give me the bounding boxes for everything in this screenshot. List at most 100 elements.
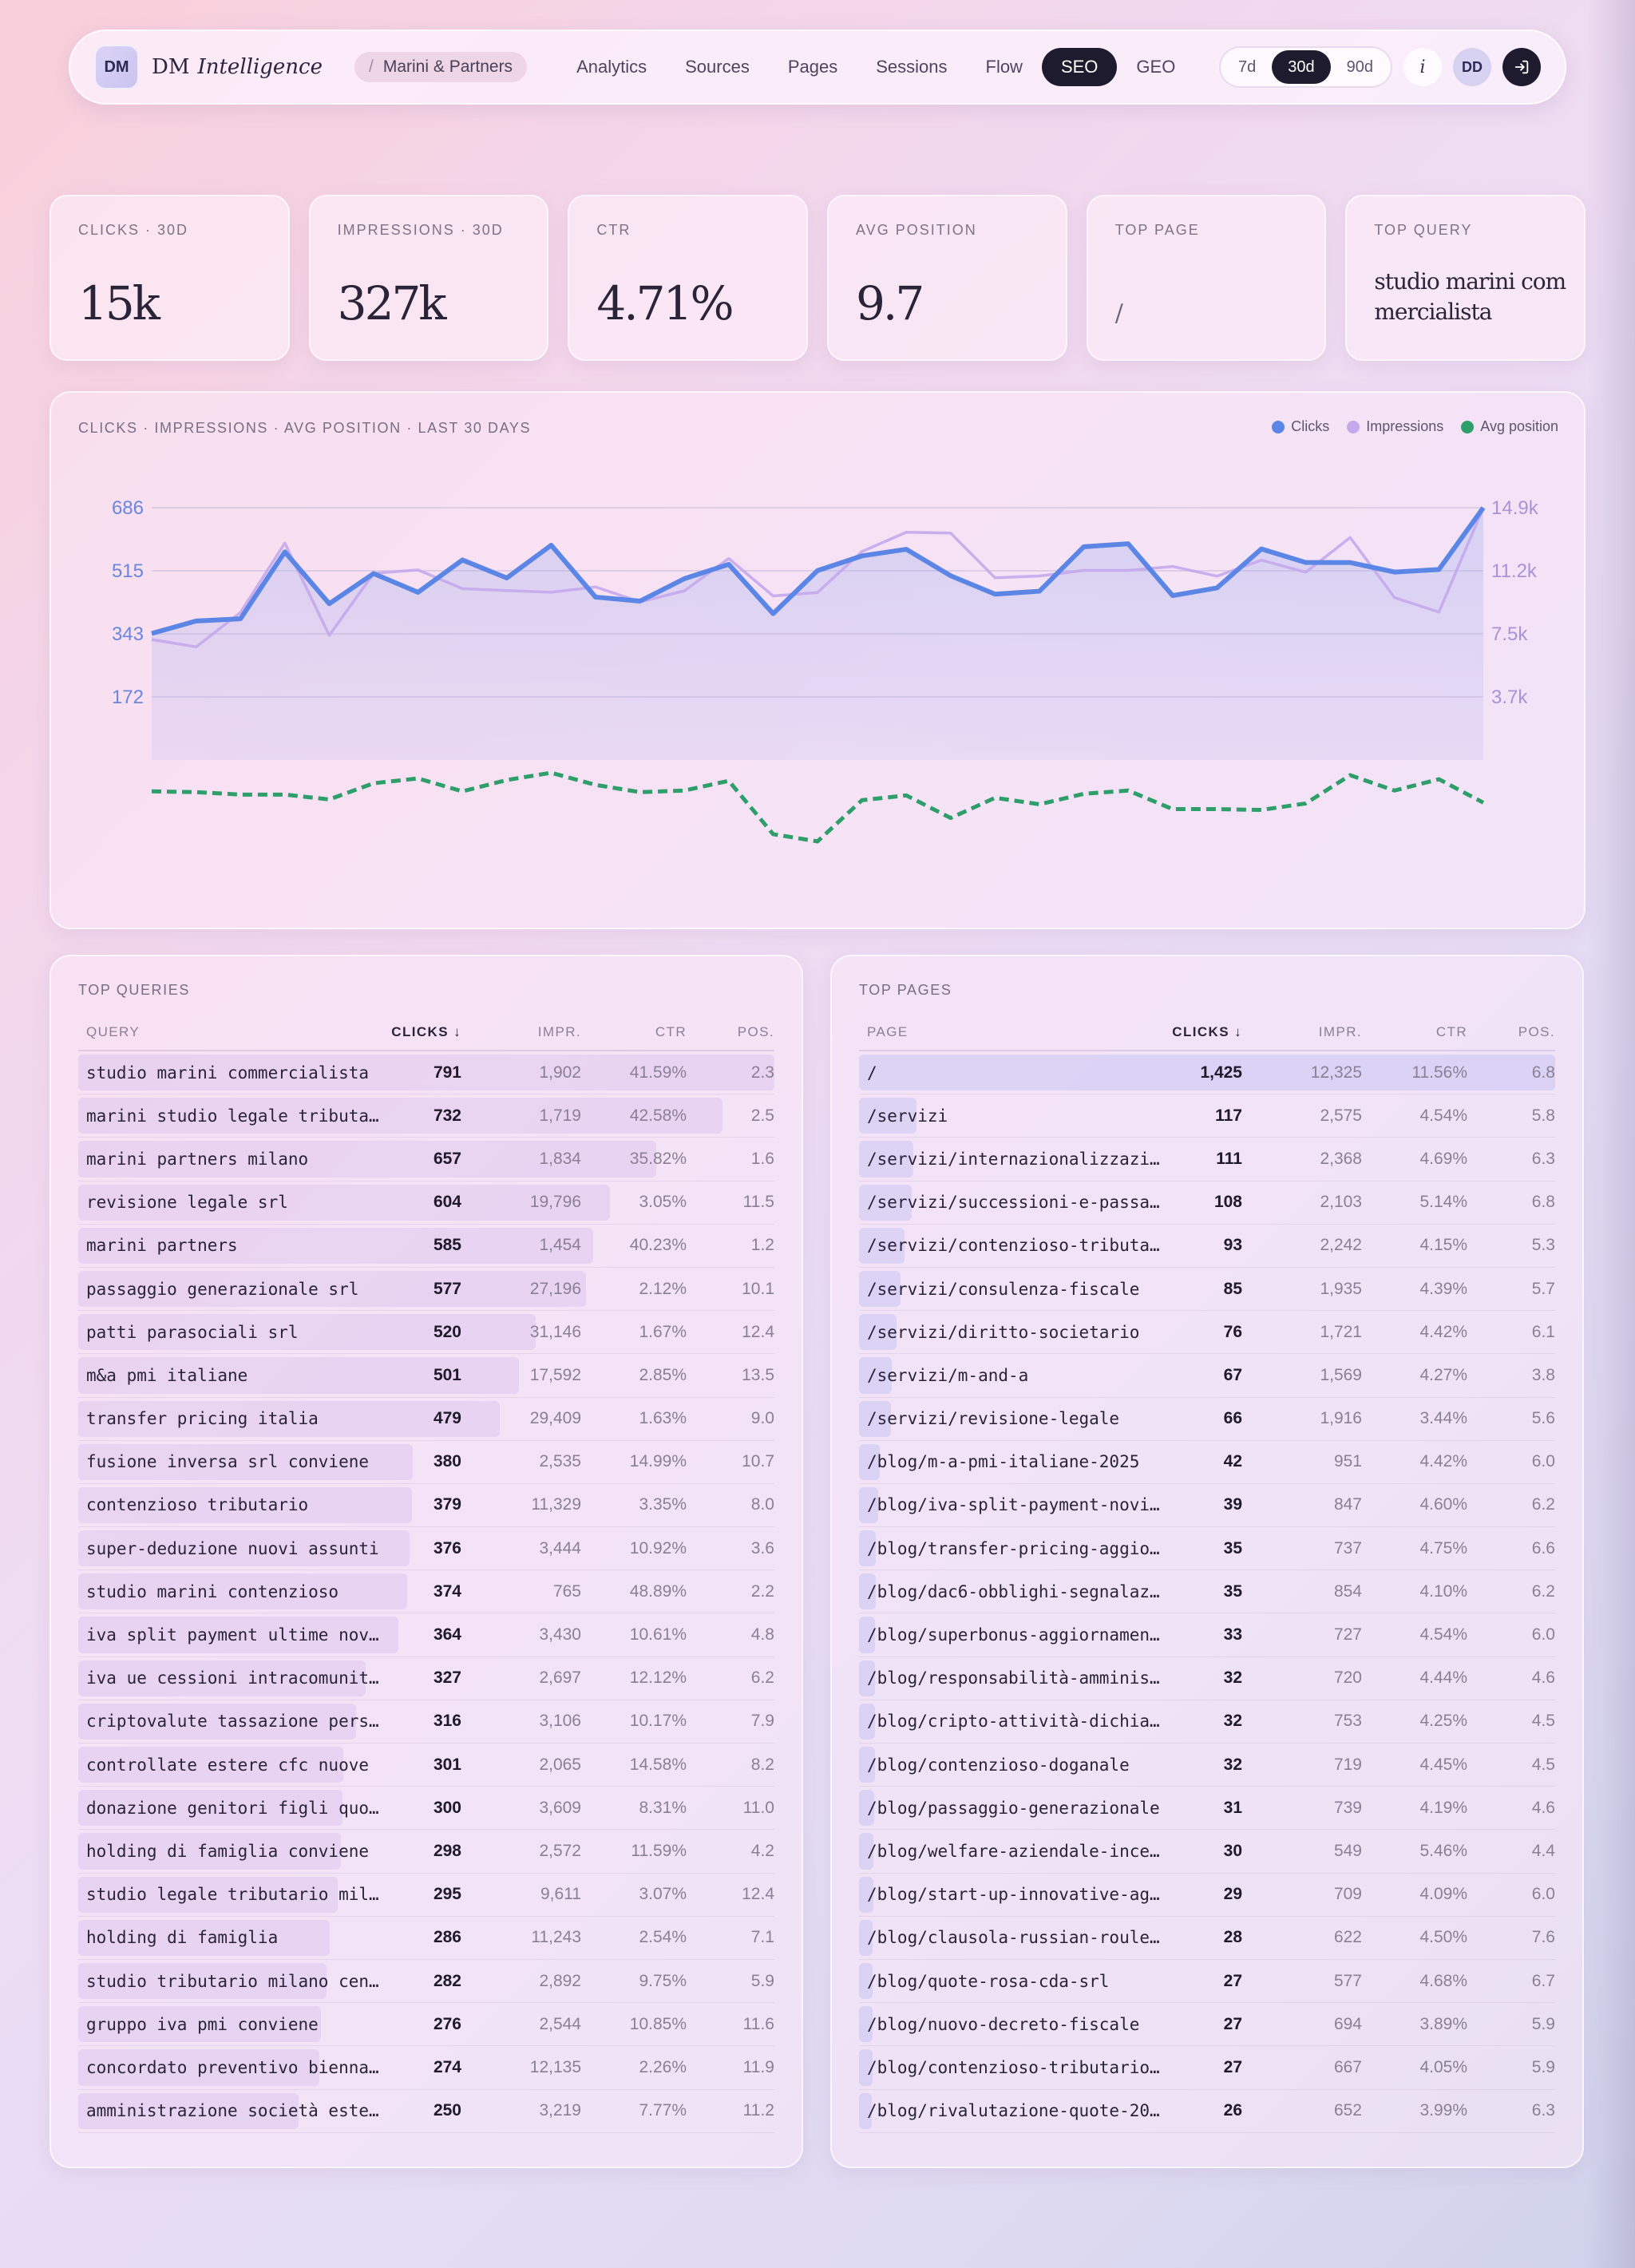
position-value: 6.8: [1531, 1063, 1555, 1082]
query-row[interactable]: studio marini commercialista 791 1,902 41.5…: [78, 1051, 774, 1095]
query-col-impr[interactable]: IMPR.: [537, 1024, 581, 1039]
page-row[interactable]: /servizi/successioni-e-passaggio 108 2,103…: [859, 1181, 1555, 1225]
page-row[interactable]: /blog/dac6-obblighi-segnalazione 35 854 4.1…: [859, 1570, 1555, 1614]
legend-item-avg-position[interactable]: Avg position: [1461, 418, 1558, 435]
impressions-value: 951: [1333, 1452, 1362, 1471]
page-row[interactable]: /blog/m-a-pmi-italiane-2025 42 951 4.42% 6.0: [859, 1441, 1555, 1484]
query-row[interactable]: marini partners milano 657 1,834 35.82% 1.6: [78, 1138, 774, 1181]
query-row[interactable]: contenzioso tributario 379 11,329 3.35% 8.0: [78, 1484, 774, 1528]
page-row[interactable]: /servizi/internazionalizzazione 111 2,368 4…: [859, 1138, 1555, 1181]
query-col-ctr[interactable]: CTR: [655, 1024, 687, 1039]
page-col-impr[interactable]: IMPR.: [1318, 1024, 1362, 1039]
page-col-page[interactable]: PAGE: [867, 1024, 909, 1039]
ctr-value: 48.89%: [629, 1581, 687, 1601]
query-col-query[interactable]: QUERY: [86, 1024, 141, 1039]
impressions-value: 694: [1333, 2014, 1362, 2033]
position-value: 4.5: [1531, 1712, 1555, 1731]
query-row[interactable]: donazione genitori figli quote 300 3,609 8.…: [78, 1787, 774, 1831]
query-row[interactable]: gruppo iva pmi conviene 276 2,544 10.85% 11.…: [78, 2003, 774, 2047]
page-col-clicks[interactable]: CLICKS ↓: [1172, 1024, 1242, 1039]
breadcrumb[interactable]: / Marini & Partners: [354, 52, 528, 82]
query-row[interactable]: marini studio legale tributario 732 1,719 4…: [78, 1094, 774, 1138]
page-row[interactable]: /blog/rivalutazione-quote-2025 26 652 3.99%…: [859, 2090, 1555, 2133]
page-row[interactable]: /servizi/consulenza-fiscale 85 1,935 4.39% 5…: [859, 1268, 1555, 1312]
query-row[interactable]: iva ue cessioni intracomunitarie 327 2,697…: [78, 1657, 774, 1700]
range-30d[interactable]: 30d: [1272, 50, 1331, 84]
page-row[interactable]: /blog/transfer-pricing-aggiornamenti 35 73…: [859, 1527, 1555, 1571]
page-row[interactable]: /blog/clausola-russian-roulette 28 622 4.50…: [859, 1917, 1555, 1960]
kpi-label: TOP QUERY: [1374, 222, 1473, 238]
position-value: 11.2: [742, 2101, 774, 2120]
clicks-bar: [859, 1833, 874, 1870]
page-row[interactable]: /blog/superbonus-aggiornamenti 33 727 4.54%…: [859, 1613, 1555, 1657]
query-col-pos[interactable]: POS.: [737, 1024, 774, 1039]
user-avatar[interactable]: DD: [1453, 48, 1491, 86]
query-row[interactable]: controllate estere cfc nuove 301 2,065 14.5…: [78, 1744, 774, 1787]
impressions-value: 1,902: [539, 1063, 581, 1082]
clicks-value: 274: [433, 2057, 461, 2076]
page-row[interactable]: /servizi/revisione-legale 66 1,916 3.44% 5.6: [859, 1398, 1555, 1441]
page-col-ctr[interactable]: CTR: [1435, 1024, 1467, 1039]
query-row[interactable]: holding di famiglia conviene 298 2,572 11.5…: [78, 1830, 774, 1874]
query-row[interactable]: iva split payment ultime novità 364 3,430 1…: [78, 1613, 774, 1657]
page-row[interactable]: /blog/contenzioso-doganale 32 719 4.45% 4.5: [859, 1744, 1555, 1787]
clicks-bar: [78, 2049, 320, 2086]
query-row[interactable]: passaggio generazionale srl 577 27,196 2.12…: [78, 1268, 774, 1312]
legend-item-clicks[interactable]: Clicks: [1272, 418, 1329, 435]
page-row[interactable]: /servizi/m-and-a 67 1,569 4.27% 3.8: [859, 1354, 1555, 1398]
clicks-bar: [859, 1270, 901, 1308]
impressions-value: 2,697: [539, 1668, 581, 1688]
query-row[interactable]: studio tributario milano centro 282 2,892 9…: [78, 1960, 774, 2004]
range-90d[interactable]: 90d: [1346, 58, 1373, 76]
logout-button[interactable]: [1502, 48, 1541, 86]
clicks-bar: [78, 1443, 413, 1480]
query-row[interactable]: studio marini contenzioso 374 765 48.89% 2.2: [78, 1570, 774, 1614]
query-row[interactable]: concordato preventivo biennale 274 12,135 2…: [78, 2046, 774, 2090]
nav-tab-pages[interactable]: Pages: [787, 57, 838, 77]
query-row[interactable]: studio legale tributario milano 295 9,611 3…: [78, 1874, 774, 1917]
nav-tab-seo[interactable]: SEO: [1041, 48, 1118, 86]
query-row[interactable]: holding di famiglia 286 11,243 2.54% 7.1: [78, 1917, 774, 1960]
nav-tab-sources[interactable]: Sources: [685, 57, 750, 77]
query-row[interactable]: marini partners 585 1,454 40.23% 1.2: [78, 1225, 774, 1268]
brand-name: DM Intelligence: [152, 55, 323, 79]
clicks-value: 300: [433, 1798, 461, 1817]
info-button[interactable]: i: [1403, 48, 1442, 86]
page-row[interactable]: /blog/start-up-innovative-agevolazioni 29…: [859, 1874, 1555, 1917]
nav-tab-analytics[interactable]: Analytics: [576, 57, 647, 77]
page-row[interactable]: /blog/quote-rosa-cda-srl 27 577 4.68% 6.7: [859, 1960, 1555, 2004]
page-row[interactable]: /blog/cripto-attività-dichiarazione 32 753…: [859, 1700, 1555, 1744]
query-col-clicks[interactable]: CLICKS ↓: [391, 1024, 461, 1039]
page-row[interactable]: /servizi 117 2,575 4.54% 5.8: [859, 1094, 1555, 1138]
query-row[interactable]: m&a pmi italiane 501 17,592 2.85% 13.5: [78, 1354, 774, 1398]
query-text: transfer pricing italia: [86, 1409, 319, 1429]
legend-item-impressions[interactable]: Impressions: [1347, 418, 1443, 435]
page-row[interactable]: /blog/nuovo-decreto-fiscale 27 694 3.89% 5.9: [859, 2003, 1555, 2047]
page-row[interactable]: /servizi/contenzioso-tributario 93 2,242 4.…: [859, 1225, 1555, 1268]
query-row[interactable]: fusione inversa srl conviene 380 2,535 14.9…: [78, 1441, 774, 1484]
page-row[interactable]: /blog/iva-split-payment-novita 39 847 4.60%…: [859, 1484, 1555, 1528]
clicks-value: 295: [433, 1885, 461, 1904]
page-row[interactable]: /blog/contenzioso-tributario-riforma 27 66…: [859, 2046, 1555, 2090]
nav-tab-sessions[interactable]: Sessions: [876, 57, 948, 77]
position-value: 6.1: [1531, 1322, 1555, 1341]
clicks-bar: [78, 1833, 341, 1870]
page-row[interactable]: /blog/passaggio-generazionale 31 739 4.19% 4…: [859, 1787, 1555, 1831]
query-row[interactable]: amministrazione società estere 250 3,219 7.…: [78, 2090, 774, 2133]
query-row[interactable]: transfer pricing italia 479 29,409 1.63% 9.0: [78, 1398, 774, 1441]
query-row[interactable]: super-deduzione nuovi assunti 376 3,444 10.…: [78, 1527, 774, 1571]
query-row[interactable]: patti parasociali srl 520 31,146 1.67% 12.4: [78, 1311, 774, 1355]
query-row[interactable]: revisione legale srl 604 19,796 3.05% 11.5: [78, 1181, 774, 1225]
nav-tab-flow[interactable]: Flow: [985, 57, 1023, 77]
page-row[interactable]: /servizi/diritto-societario 76 1,721 4.42% 6…: [859, 1311, 1555, 1355]
page-col-pos[interactable]: POS.: [1518, 1024, 1555, 1039]
query-row[interactable]: criptovalute tassazione persone 316 3,106 1…: [78, 1700, 774, 1744]
range-7d[interactable]: 7d: [1238, 58, 1257, 76]
page-path: /blog/m-a-pmi-italiane-2025: [867, 1452, 1140, 1472]
page-row[interactable]: / 1,425 12,325 11.56% 6.8: [859, 1051, 1555, 1095]
nav-tab-geo[interactable]: GEO: [1136, 57, 1176, 77]
page-row[interactable]: /blog/welfare-aziendale-incentivi 30 549 5.…: [859, 1830, 1555, 1874]
app-logo[interactable]: DM: [94, 45, 139, 89]
clicks-bar: [859, 1227, 905, 1264]
page-row[interactable]: /blog/responsabilità-amministratori 32 720…: [859, 1657, 1555, 1700]
